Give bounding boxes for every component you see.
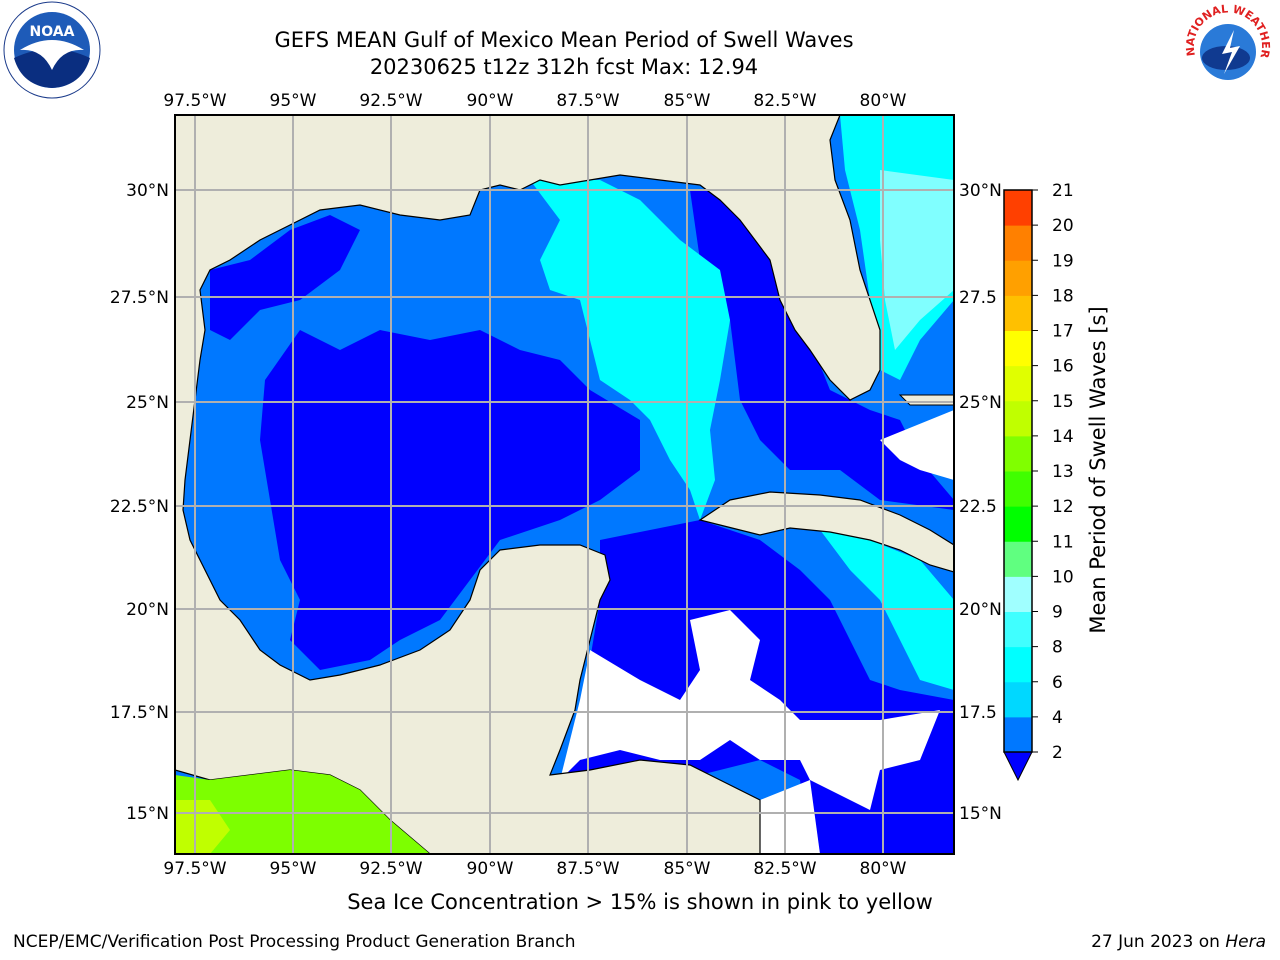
no-data-sw-corner [760,780,820,854]
land-bahamas [898,394,954,406]
swell-region-light-east [880,170,954,350]
lat-label-left: 20°N [126,600,169,620]
lat-label-right: 25°N [959,393,1002,413]
colorbar-segment [1004,365,1032,402]
colorbar-segment [1004,716,1032,753]
colorbar-tick-label: 17 [1052,322,1074,342]
lon-label-top: 92.5°W [359,91,422,111]
colorbar-tick-label: 18 [1052,286,1074,306]
colorbar-segment [1004,611,1032,648]
colorbar-tick-label: 10 [1052,567,1074,587]
colorbar-tick-label: 6 [1052,673,1063,693]
footer-machine: Hera [1225,932,1266,952]
colorbar-segment [1004,190,1032,226]
colorbar-tick-label: 14 [1052,427,1074,447]
swell-region-dark-west [210,215,360,340]
no-data-cuba-south [880,410,954,480]
lon-label-bottom: 90°W [467,859,514,879]
colorbar-tick-label: 16 [1052,357,1074,377]
colorbar-segment [1004,471,1032,507]
colorbar-tick-label: 21 [1052,181,1074,201]
colorbar-segment [1004,576,1032,612]
colorbar-tick-label: 4 [1052,708,1063,728]
lat-label-left: 25°N [126,393,169,413]
lat-label-right: 17.5 [959,703,997,723]
colorbar-segment [1004,295,1032,331]
lon-label-bottom: 85°W [664,859,711,879]
land-cuba [698,491,954,573]
lon-label-top: 80°W [860,91,907,111]
colorbar-tick-label: 15 [1052,392,1074,412]
lon-label-top: 95°W [270,91,317,111]
footer-credit: NCEP/EMC/Verification Post Processing Pr… [13,932,576,952]
map-grid [175,115,954,854]
colorbar-segment [1004,330,1032,367]
colorbar-segment [1004,225,1032,261]
sea-ice-note: Sea Ice Concentration > 15% is shown in … [347,890,933,914]
colorbar-tick-label: 19 [1052,251,1074,271]
lat-label-right: 20°N [959,600,1002,620]
footer-date-text: 27 Jun 2023 on [1091,932,1226,952]
map-canvas [175,115,954,854]
colorbar-tick-label: 20 [1052,216,1074,236]
lon-label-top: 90°W [467,91,514,111]
lat-labels-right: 30°N 27.5 25°N 22.5 20°N 17.5 15°N [959,181,1002,824]
lon-label-bottom: 97.5°W [163,859,226,879]
lat-label-left: 17.5°N [110,703,169,723]
colorbar-tick-label: 2 [1052,743,1063,763]
lat-label-left: 27.5°N [110,288,169,308]
colorbar-tick-label: 13 [1052,462,1074,482]
lon-label-bottom: 80°W [860,859,907,879]
lat-labels-left: 30°N 27.5°N 25°N 22.5°N 20°N 17.5°N 15°N [110,181,169,824]
lon-label-bottom: 82.5°W [753,859,816,879]
land-mainland [175,115,881,854]
swell-region-dark-fl [690,190,954,510]
lon-label-bottom: 87.5°W [556,859,619,879]
map-frame [174,114,955,855]
lat-label-right: 22.5 [959,497,997,517]
colorbar-segment [1004,260,1032,296]
lon-label-top: 87.5°W [556,91,619,111]
swell-region-dark-gulf [260,330,640,670]
colorbar-tick-label: 8 [1052,638,1063,658]
lon-label-top: 82.5°W [753,91,816,111]
nws-logo: NATIONAL WEATHER SERVICE [1178,0,1276,98]
chart-title: GEFS MEAN Gulf of Mexico Mean Period of … [274,28,854,52]
lon-labels-top: 97.5°W 95°W 92.5°W 90°W 87.5°W 85°W 82.5… [163,91,906,111]
lon-label-top: 85°W [664,91,711,111]
lat-label-right: 27.5 [959,288,997,308]
colorbar-tick-label: 9 [1052,603,1063,623]
swell-region-cyan-loop [530,180,730,520]
colorbar-segment [1004,541,1032,577]
colorbar-segment [1004,646,1032,683]
colorbar-label: Mean Period of Swell Waves [s] [1086,306,1110,634]
colorbar: 2 4 6 8 9 10 11 12 13 14 15 16 17 18 19 20 21 [1003,181,1074,782]
lon-label-top: 97.5°W [163,91,226,111]
no-data-region [560,610,940,810]
lat-label-right: 15°N [959,804,1002,824]
lon-label-bottom: 95°W [270,859,317,879]
colorbar-segment [1004,506,1032,542]
noaa-logo: NOAA [3,1,101,99]
colorbar-segment [1004,681,1032,718]
swell-region-mid-caribbean [760,530,900,690]
lon-label-bottom: 92.5°W [359,859,422,879]
noaa-logo-text: NOAA [30,24,75,40]
colorbar-segment [1004,435,1032,472]
chart-subtitle: 20230625 t12z 312h fcst Max: 12.94 [369,55,759,79]
lat-label-left: 15°N [126,804,169,824]
lat-label-right: 30°N [959,181,1002,201]
colorbar-segment [1004,400,1032,437]
lat-label-left: 30°N [126,181,169,201]
colorbar-tick-label: 11 [1052,532,1074,552]
lat-label-left: 22.5°N [110,497,169,517]
colorbar-tick-label: 12 [1052,497,1074,517]
lon-labels-bottom: 97.5°W 95°W 92.5°W 90°W 87.5°W 85°W 82.5… [163,859,906,879]
colorbar-extend-arrow [1003,751,1033,782]
footer-date: 27 Jun 2023 on Hera [1091,932,1266,952]
